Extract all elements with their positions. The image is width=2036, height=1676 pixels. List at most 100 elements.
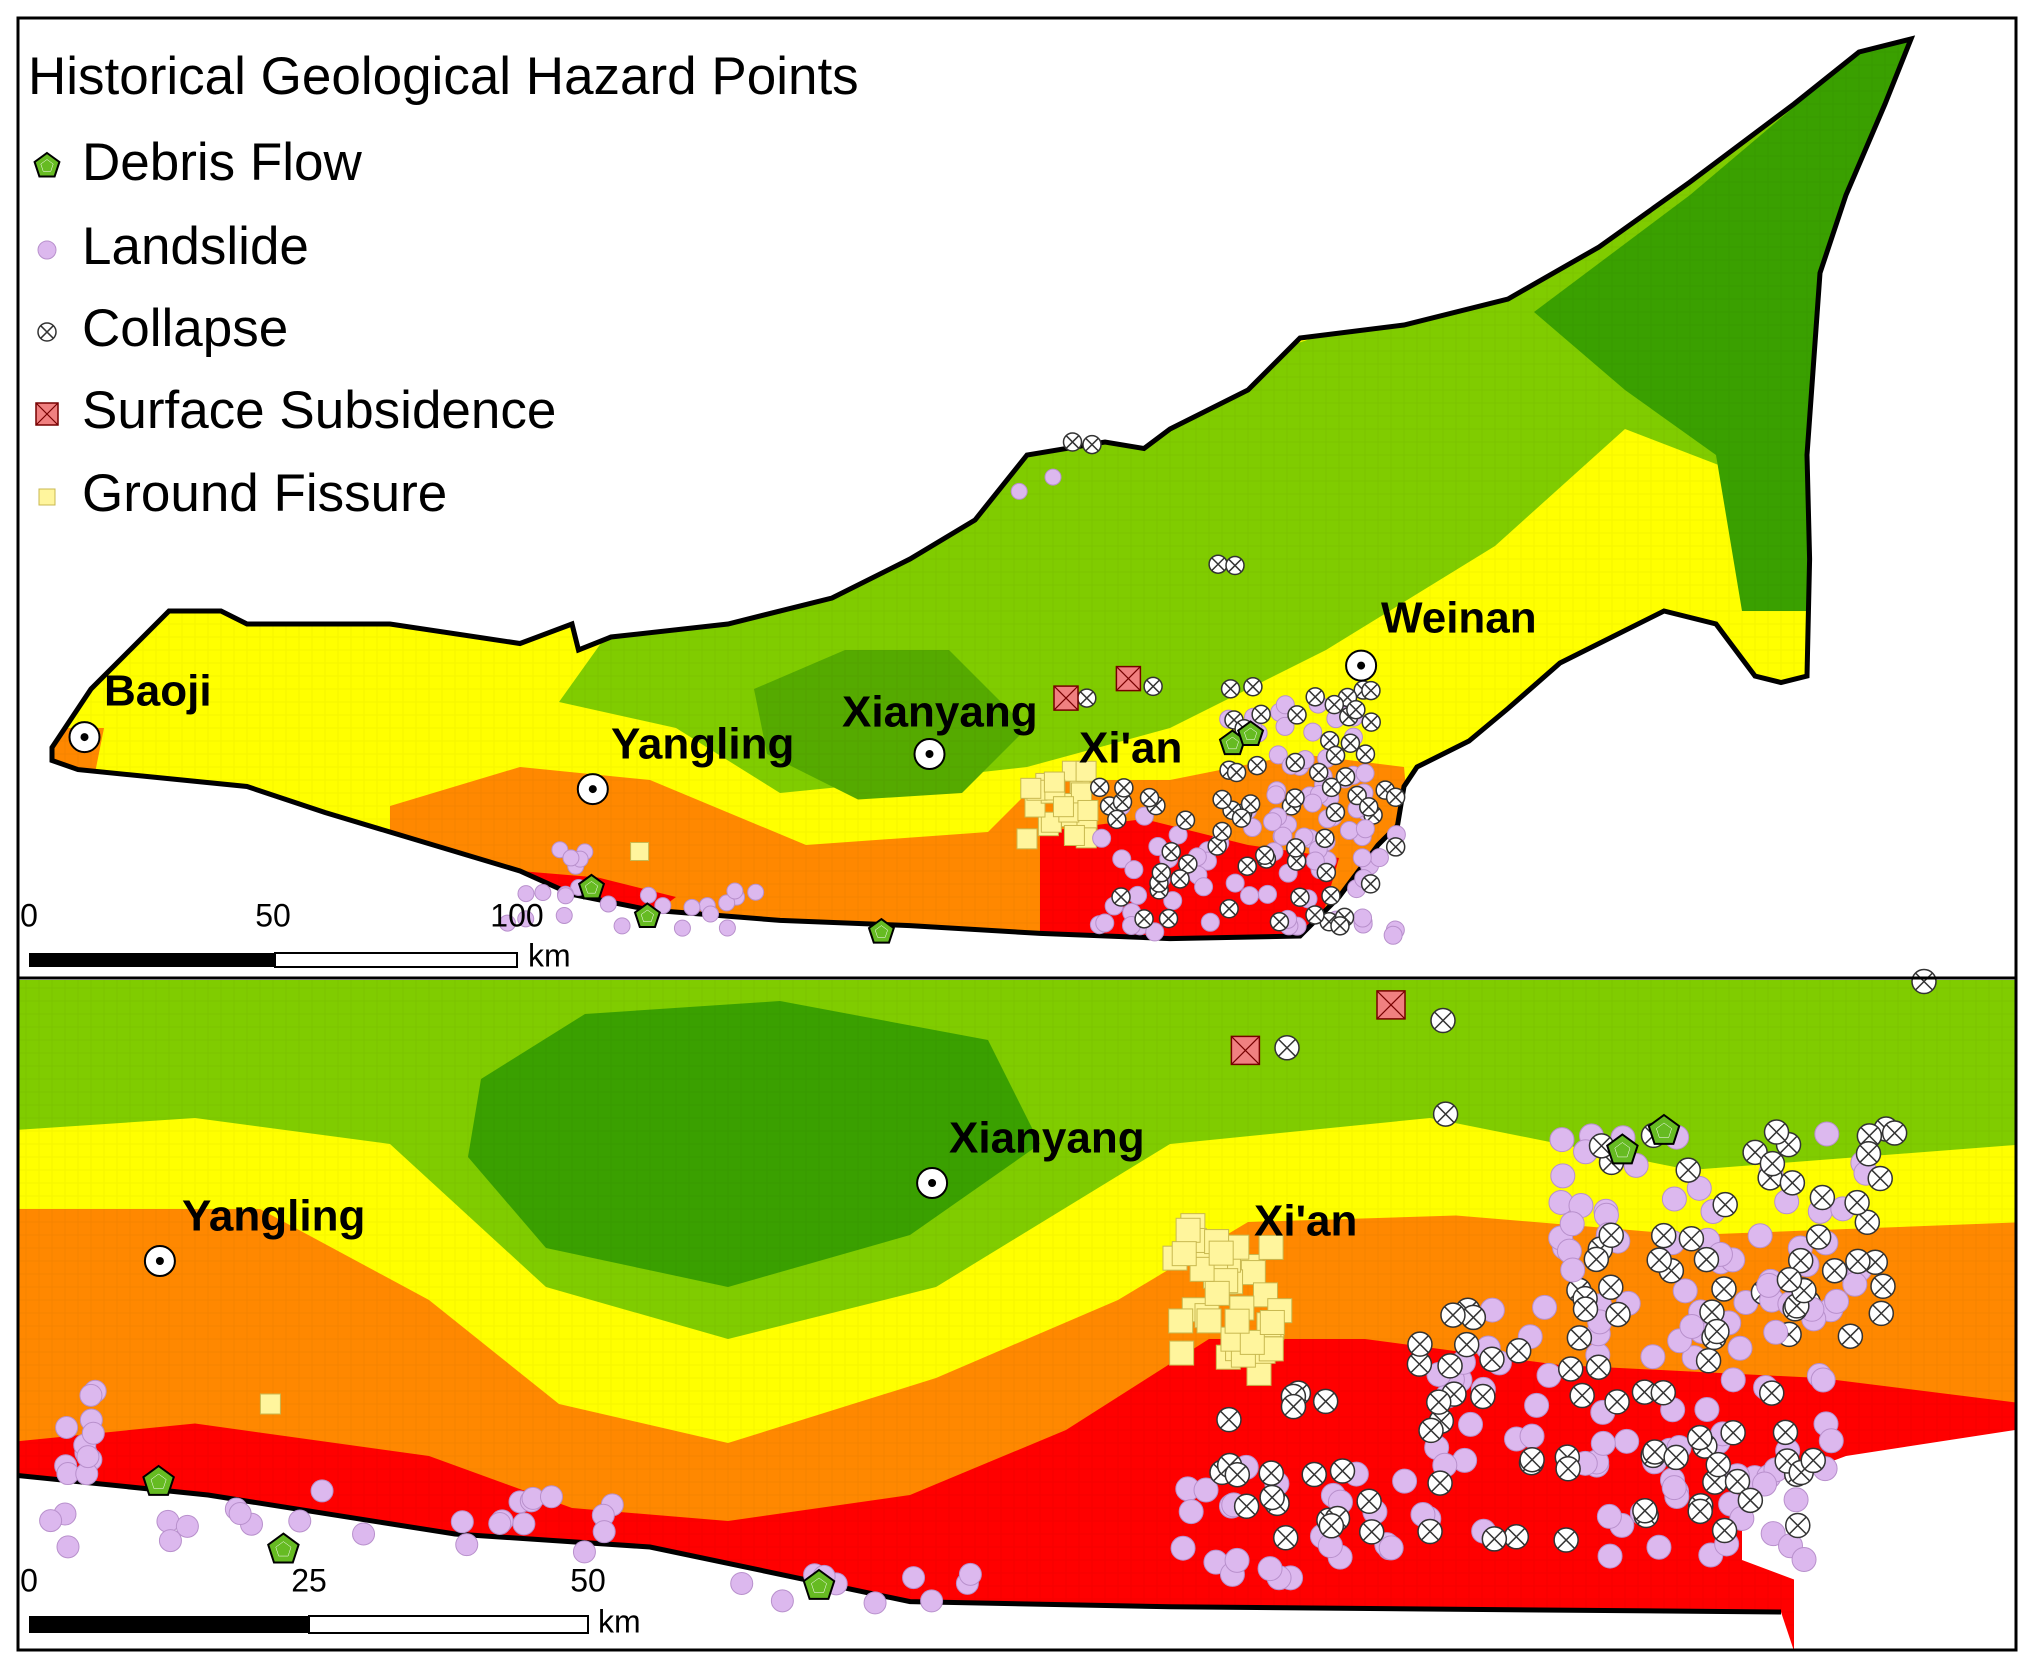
collapse-symbol: [1322, 733, 1337, 748]
debris-flow-point: [1647, 1113, 1681, 1145]
collapse-symbol: [1716, 1195, 1735, 1214]
collapse-point: [1427, 1470, 1453, 1496]
debris-flow-point: [142, 1464, 175, 1496]
collapse-point: [1114, 778, 1134, 798]
collapse-symbol: [1210, 839, 1225, 853]
city-marker: [576, 773, 609, 806]
city-label: Xi'an: [1079, 724, 1182, 773]
landslide-point: [1747, 1223, 1773, 1249]
collapse-point: [1158, 908, 1179, 929]
collapse-symbol: [1841, 1327, 1860, 1346]
fissure-point: [1070, 782, 1092, 804]
landslide-point: [1225, 873, 1245, 893]
collapse-symbol: [1609, 1305, 1627, 1324]
landslide-point: [1112, 849, 1132, 869]
legend-label: Collapse: [82, 299, 288, 358]
collapse-point: [1572, 1296, 1599, 1322]
landslide-point: [599, 895, 617, 913]
collapse-point: [1870, 1273, 1896, 1300]
collapse-symbol: [1507, 1527, 1526, 1546]
landslide-point: [1532, 1294, 1558, 1320]
collapse-symbol: [1388, 790, 1403, 805]
landslide-point: [718, 894, 736, 912]
fissure-point: [1224, 1308, 1250, 1334]
fissure-point: [1052, 796, 1074, 818]
collapse-symbol: [1322, 1516, 1341, 1535]
landslide-point: [654, 897, 672, 915]
legend-label: Landslide: [82, 217, 309, 276]
collapse-symbol: [1243, 797, 1258, 811]
landslide-point: [1763, 1319, 1789, 1345]
collapse-symbol: [1288, 791, 1302, 805]
collapse-point: [1305, 905, 1325, 925]
landslide-point: [1258, 884, 1278, 904]
landslide-point: [747, 883, 765, 901]
scale-bar-segment: [308, 1615, 589, 1634]
landslide-point: [310, 1479, 334, 1503]
debris-flow-point: [633, 902, 661, 928]
landslide-point: [1353, 908, 1373, 928]
study-area-boundary: [49, 35, 1916, 942]
collapse-point: [1247, 755, 1267, 776]
collapse-point: [1737, 1487, 1764, 1514]
collapse-point: [1216, 1406, 1242, 1433]
collapse-symbol: [1343, 736, 1358, 751]
subsidence-symbol: [1115, 666, 1141, 692]
landslide-point: [37, 240, 57, 260]
collapse-symbol: [1328, 748, 1343, 763]
collapse-symbol: [1215, 792, 1229, 807]
collapse-point: [1821, 1257, 1848, 1284]
collapse-point: [1418, 1417, 1444, 1444]
collapse-point: [1693, 1246, 1720, 1273]
collapse-point: [1321, 777, 1342, 798]
city-marker-dot: [925, 750, 934, 758]
collapse-symbol: [1250, 758, 1264, 773]
collapse-point: [1675, 1157, 1701, 1183]
collapse-point: [1553, 1527, 1579, 1553]
collapse-point: [1231, 808, 1252, 828]
collapse-point: [1280, 1393, 1307, 1420]
debris-symbol: [1647, 1113, 1681, 1145]
landslide-point: [55, 1415, 79, 1439]
collapse-symbol: [1602, 1226, 1621, 1245]
collapse-point: [1324, 694, 1345, 715]
collapse-point: [1687, 1498, 1713, 1525]
collapse-point: [1555, 1456, 1581, 1482]
city-label: Xianyang: [949, 1114, 1145, 1163]
debris-flow-point: [867, 917, 895, 944]
collapse-symbol: [1763, 1154, 1782, 1173]
collapse-point: [1440, 1302, 1466, 1328]
landslide-point: [81, 1421, 105, 1445]
collapse-point: [1425, 1389, 1452, 1415]
collapse-symbol: [1178, 813, 1193, 828]
fissure-point: [1171, 1241, 1197, 1267]
landslide-point: [1550, 1163, 1576, 1189]
collapse-point: [1772, 1419, 1799, 1446]
collapse-point: [1585, 1354, 1612, 1380]
landslide-point: [1727, 1335, 1753, 1361]
collapse-point: [1219, 899, 1239, 919]
collapse-point: [1359, 797, 1379, 817]
collapse-symbol: [1246, 679, 1260, 694]
collapse-symbol: [1137, 912, 1151, 926]
collapse-symbol: [1587, 1250, 1606, 1269]
collapse-point: [1854, 1209, 1881, 1236]
legend-label: Surface Subsidence: [82, 381, 556, 440]
fissure-point: [1168, 1308, 1194, 1334]
collapse-symbol: [1305, 1465, 1324, 1484]
collapse-symbol: [1592, 1136, 1611, 1155]
collapse-symbol: [1324, 780, 1339, 795]
collapse-symbol: [1327, 697, 1342, 712]
collapse-point: [1605, 1301, 1631, 1328]
collapse-point: [1161, 842, 1181, 862]
city-marker: [916, 1167, 949, 1199]
landslide-point: [288, 1509, 312, 1533]
collapse-symbol: [1858, 1213, 1877, 1232]
collapse-symbol: [1576, 1300, 1595, 1319]
collapse-point: [1417, 1518, 1443, 1545]
collapse-point: [1407, 1331, 1433, 1357]
collapse-point: [1711, 1276, 1737, 1302]
city-label: Yangling: [611, 720, 794, 769]
collapse-symbol: [1464, 1308, 1483, 1327]
collapse-symbol: [1709, 1455, 1728, 1474]
